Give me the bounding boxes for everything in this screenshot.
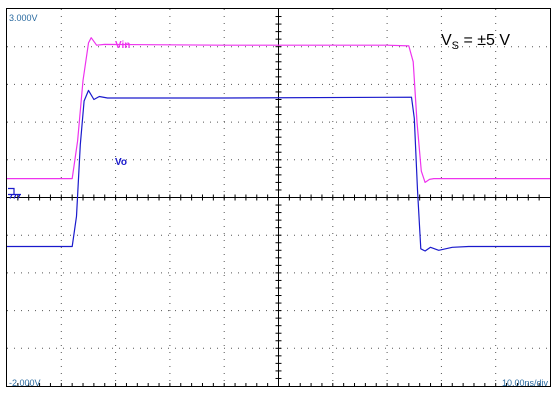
- supply-voltage-subscript: S: [452, 40, 459, 52]
- trace-vin: [7, 37, 550, 183]
- trace-vo: [7, 89, 550, 252]
- vin-series-label: Vin: [115, 40, 130, 51]
- traces: [7, 37, 550, 252]
- supply-voltage-symbol: V: [441, 32, 452, 49]
- ground-marker-icon: [8, 187, 21, 199]
- graticule: [7, 9, 550, 386]
- timebase-label: 10.00ns/div: [502, 378, 549, 388]
- supply-voltage-value: = ±5 V: [459, 32, 510, 49]
- y-min-label: -2.000V: [9, 378, 41, 388]
- vo-series-label: Vo: [115, 157, 127, 168]
- supply-voltage-label: VS = ±5 V: [441, 32, 510, 52]
- y-max-label: 3.000V: [9, 13, 38, 23]
